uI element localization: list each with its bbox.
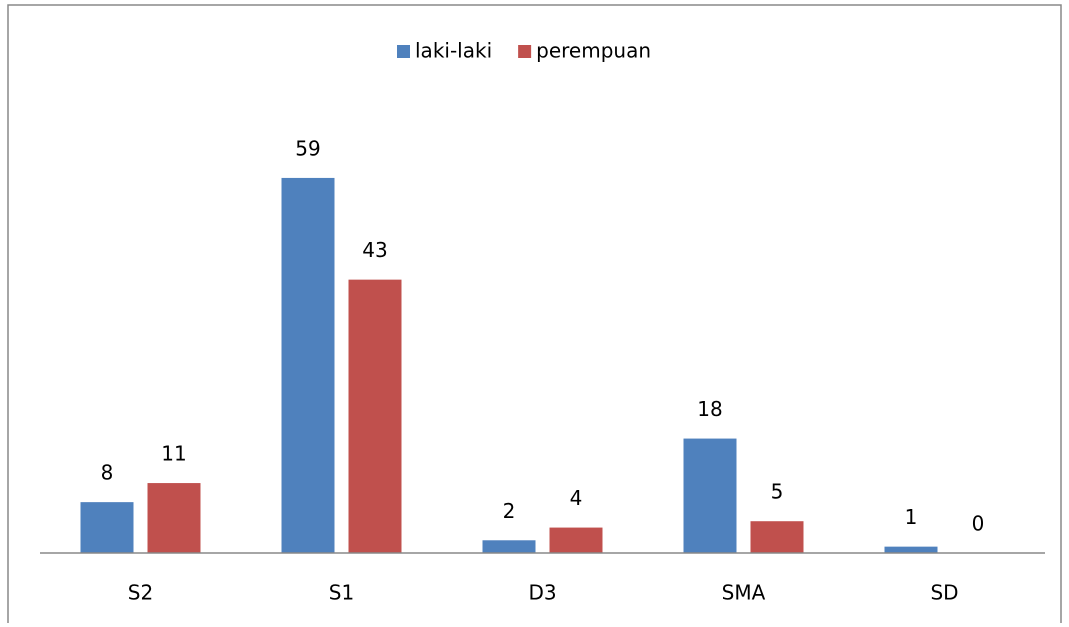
data-label: 0: [972, 512, 985, 536]
data-label: 8: [101, 461, 114, 485]
bar: [147, 483, 201, 553]
data-label: 59: [295, 136, 320, 160]
bar: [884, 546, 938, 553]
x-tick-label: SD: [930, 581, 958, 605]
legend-swatch: [518, 45, 532, 58]
x-tick-label: S2: [128, 581, 153, 605]
data-label: 5: [771, 480, 784, 504]
data-label: 18: [697, 397, 722, 421]
legend-swatch: [397, 45, 410, 58]
x-tick-label: SMA: [722, 581, 766, 605]
legend-label: perempuan: [536, 39, 651, 63]
bar: [281, 177, 335, 553]
bar: [750, 521, 804, 553]
bar: [348, 279, 402, 553]
x-tick-label: S1: [329, 581, 354, 605]
bar: [482, 540, 536, 553]
legend-label: laki-laki: [415, 39, 492, 63]
data-label: 4: [570, 486, 583, 510]
data-label: 11: [161, 442, 186, 466]
bar: [549, 527, 603, 553]
data-label: 43: [362, 238, 387, 262]
data-label: 1: [905, 505, 918, 529]
bar: [80, 502, 134, 553]
data-label: 2: [503, 499, 516, 523]
bar: [683, 438, 737, 553]
x-tick-label: D3: [528, 581, 556, 605]
chart-border: [7, 4, 1062, 623]
